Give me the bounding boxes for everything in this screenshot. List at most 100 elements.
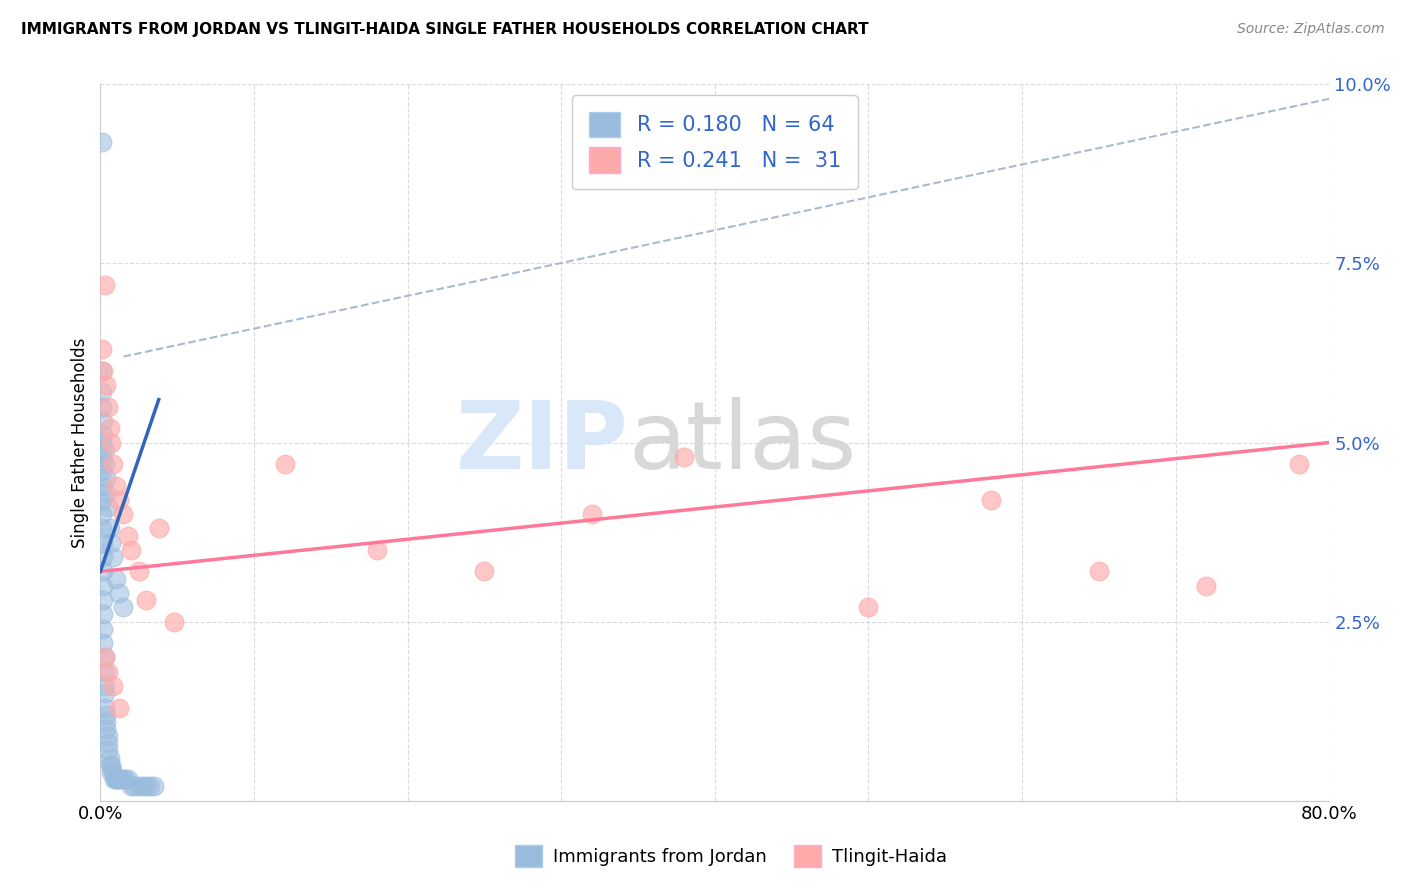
Point <box>94 650 117 665</box>
Point <box>980 492 1002 507</box>
Point <box>114 772 136 786</box>
Point <box>93 364 115 378</box>
Point <box>90 343 112 357</box>
Point <box>94 650 117 665</box>
Point <box>90 385 112 400</box>
Point <box>104 478 127 492</box>
Point <box>366 543 388 558</box>
Point <box>138 779 160 793</box>
Point <box>163 615 186 629</box>
Point <box>94 700 117 714</box>
Point <box>105 772 128 786</box>
Point <box>112 507 135 521</box>
Point <box>98 521 121 535</box>
Point <box>90 450 112 464</box>
Point <box>101 550 124 565</box>
Point <box>581 507 603 521</box>
Point <box>97 665 120 679</box>
Point <box>93 622 115 636</box>
Point <box>100 435 122 450</box>
Point <box>101 457 124 471</box>
Point <box>135 779 157 793</box>
Point <box>112 772 135 786</box>
Point <box>93 428 115 442</box>
Point <box>93 550 115 565</box>
Point <box>1288 457 1310 471</box>
Point <box>97 500 120 514</box>
Text: atlas: atlas <box>628 397 858 489</box>
Point <box>93 607 115 622</box>
Point <box>132 779 155 793</box>
Point <box>100 757 122 772</box>
Point <box>273 457 295 471</box>
Point <box>94 277 117 292</box>
Point <box>93 414 115 428</box>
Point <box>107 586 129 600</box>
Point <box>112 600 135 615</box>
Y-axis label: Single Father Households: Single Father Households <box>72 337 89 548</box>
Point <box>93 536 115 550</box>
Text: Source: ZipAtlas.com: Source: ZipAtlas.com <box>1237 22 1385 37</box>
Point <box>90 464 112 478</box>
Legend: R = 0.180   N = 64, R = 0.241   N =  31: R = 0.180 N = 64, R = 0.241 N = 31 <box>572 95 858 189</box>
Point <box>98 750 121 764</box>
Point <box>117 772 139 786</box>
Point <box>148 521 170 535</box>
Point <box>117 528 139 542</box>
Point <box>96 485 118 500</box>
Point <box>90 492 112 507</box>
Point <box>143 779 166 793</box>
Point <box>98 757 121 772</box>
Point <box>96 471 118 485</box>
Point <box>107 700 129 714</box>
Point <box>103 772 125 786</box>
Point <box>1195 579 1218 593</box>
Text: IMMIGRANTS FROM JORDAN VS TLINGIT-HAIDA SINGLE FATHER HOUSEHOLDS CORRELATION CHA: IMMIGRANTS FROM JORDAN VS TLINGIT-HAIDA … <box>21 22 869 37</box>
Point <box>96 722 118 736</box>
Point <box>673 450 696 464</box>
Point <box>97 736 120 750</box>
Point <box>94 442 117 457</box>
Text: ZIP: ZIP <box>456 397 628 489</box>
Point <box>120 543 142 558</box>
Point <box>90 135 112 149</box>
Point <box>120 779 142 793</box>
Point <box>107 772 129 786</box>
Point <box>90 364 112 378</box>
Point <box>96 707 118 722</box>
Point <box>94 686 117 700</box>
Point <box>474 565 496 579</box>
Point <box>93 579 115 593</box>
Point <box>135 593 157 607</box>
Point <box>100 536 122 550</box>
Point <box>97 400 120 414</box>
Point <box>98 421 121 435</box>
Point <box>94 679 117 693</box>
Point <box>101 764 124 779</box>
Point <box>97 743 120 757</box>
Point <box>93 593 115 607</box>
Point <box>101 679 124 693</box>
Point <box>94 665 117 679</box>
Point <box>107 492 129 507</box>
Point <box>122 779 145 793</box>
Point <box>128 779 150 793</box>
Point <box>90 400 112 414</box>
Point <box>93 636 115 650</box>
Point <box>94 457 117 471</box>
Point <box>90 507 112 521</box>
Point <box>1088 565 1111 579</box>
Point <box>90 435 112 450</box>
Point <box>90 521 112 535</box>
Point <box>104 772 127 786</box>
Point <box>90 478 112 492</box>
Point <box>128 565 150 579</box>
Point <box>110 772 132 786</box>
Point <box>100 764 122 779</box>
Legend: Immigrants from Jordan, Tlingit-Haida: Immigrants from Jordan, Tlingit-Haida <box>508 838 955 874</box>
Point <box>96 378 118 392</box>
Point <box>858 600 880 615</box>
Point <box>104 772 127 786</box>
Point <box>104 572 127 586</box>
Point <box>97 729 120 743</box>
